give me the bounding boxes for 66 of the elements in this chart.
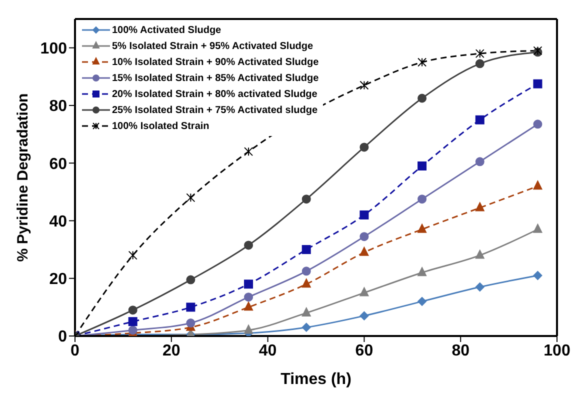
point [128, 317, 138, 326]
x-tick-label: 80 [452, 342, 470, 360]
point [244, 292, 254, 302]
point [244, 302, 254, 311]
point [475, 59, 484, 68]
point [186, 318, 196, 328]
x-tick-label: 20 [162, 342, 180, 360]
y-tick-label: 60 [49, 156, 68, 173]
x-tick-label: 60 [355, 342, 374, 360]
point [302, 322, 311, 332]
point [418, 161, 427, 170]
x-tick-label: 100 [544, 342, 570, 360]
y-tick-label: 80 [49, 98, 68, 116]
point [186, 193, 196, 202]
point [302, 307, 311, 316]
point [418, 267, 427, 276]
point [418, 296, 427, 306]
point [475, 250, 484, 259]
y-tick-label: 20 [49, 271, 68, 288]
point [302, 278, 311, 288]
point [533, 79, 542, 88]
legend-label: 20% Isolated Strain + 80% activated Sludge [112, 88, 318, 100]
point [418, 224, 427, 233]
legend-label: 25% Isolated Strain + 75% Activated sludge [112, 104, 318, 116]
point [475, 157, 484, 166]
point [418, 194, 427, 204]
x-tick-label: 40 [258, 342, 277, 360]
point [475, 115, 484, 124]
point [533, 120, 542, 129]
point [244, 240, 254, 250]
x-axis-title: Times (h) [280, 371, 352, 388]
point [360, 287, 369, 296]
point [360, 210, 369, 220]
point [186, 275, 196, 284]
point [533, 270, 542, 280]
point [128, 250, 138, 260]
point [244, 280, 254, 289]
legend-label: 15% Isolated Strain + 85% Activated Sludge [112, 72, 319, 84]
point [418, 58, 427, 67]
point [244, 324, 254, 334]
y-axis-title: % Pyridine Degradation [14, 93, 32, 262]
point [418, 94, 427, 103]
point [475, 49, 484, 58]
y-tick-label: 0 [58, 328, 68, 346]
point [186, 302, 196, 312]
point [533, 224, 542, 233]
legend-label: 5% Isolated Strain + 95% Activated Sludge [112, 40, 314, 52]
point [302, 266, 311, 276]
point [360, 142, 369, 152]
point [475, 202, 484, 212]
point [244, 147, 254, 156]
point [360, 80, 369, 90]
point [475, 282, 484, 292]
point [128, 306, 138, 315]
point [302, 194, 311, 204]
legend-label: 100% Isolated Strain [112, 120, 210, 132]
point [302, 245, 311, 254]
point [360, 232, 369, 242]
legend-label: 10% Isolated Strain + 90% Activated Sludge [112, 56, 319, 68]
x-tick-label: 0 [70, 342, 80, 360]
point [533, 180, 542, 190]
y-tick-label: 40 [49, 213, 68, 230]
y-tick-label: 100 [40, 40, 68, 58]
legend-label: 100% Activated Sludge [112, 24, 222, 36]
point [360, 311, 369, 320]
point [360, 246, 369, 256]
